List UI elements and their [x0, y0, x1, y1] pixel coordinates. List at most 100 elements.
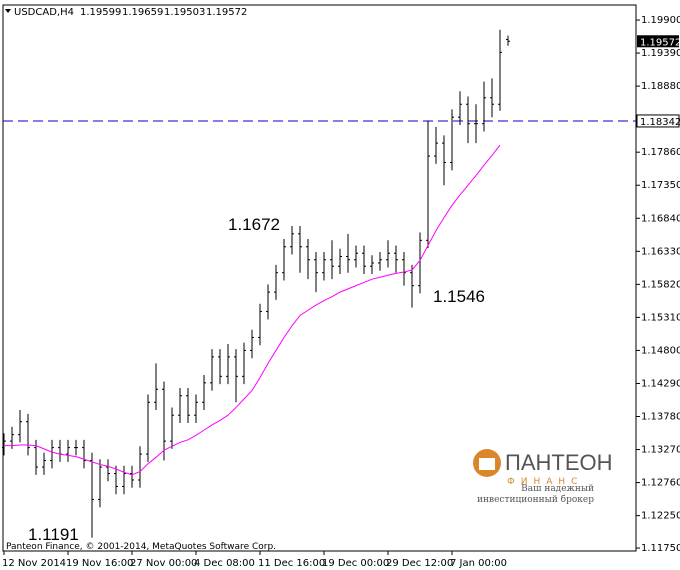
ohlc-bar: [122, 465, 126, 495]
y-tick-label: 1.19900: [641, 15, 680, 26]
ohlc-bar: [402, 251, 406, 286]
ohlc-bar: [258, 303, 262, 346]
brand-logo: ПАНТЕОН ФИНАНС Ваш надежный инвестиционн…: [473, 449, 613, 505]
ohlc-bar: [434, 126, 438, 164]
ohlc-bar: [18, 410, 22, 443]
brand-sub: ФИНАНС: [507, 477, 583, 487]
ohlc-bar: [378, 251, 382, 271]
ohlc-bar: [162, 381, 166, 461]
ohlc-bar: [266, 284, 270, 320]
ohlc-bar: [490, 78, 494, 118]
brand-name: ПАНТЕОН: [505, 450, 613, 475]
ohlc-bar: [226, 343, 230, 385]
y-tick-label: 1.13270: [641, 445, 680, 456]
ohlc-bar: [418, 232, 422, 294]
ohlc-bar: [234, 349, 238, 403]
x-tick-label: 19 Dec 00:00: [322, 558, 389, 569]
y-tick-label: 1.17350: [641, 180, 680, 191]
x-tick-label: 27 Nov 00:00: [130, 558, 197, 569]
annotation: 1.1546: [433, 287, 485, 306]
y-tick-label: 1.16840: [641, 213, 680, 224]
y-tick-label: 1.12760: [641, 478, 680, 489]
ohlc-bar: [106, 459, 110, 482]
header-price: 1.19572: [206, 7, 247, 18]
ohlc-bar: [274, 264, 278, 300]
ohlc-bar: [154, 363, 158, 411]
annotation: 1.1191: [28, 525, 79, 544]
ohlc-bar: [314, 251, 318, 293]
level-label-box: [636, 114, 680, 128]
ohlc-bar: [426, 120, 430, 249]
ohlc-bar: [370, 255, 374, 274]
y-tick-label: 1.11750: [641, 543, 680, 554]
x-tick-label: 7 Jan 00:00: [450, 558, 507, 569]
ohlc-bar: [338, 248, 342, 274]
ohlc-bar: [242, 342, 246, 385]
ohlc-bar: [138, 446, 142, 488]
ohlc-bar: [506, 35, 510, 46]
ohlc-bar: [170, 407, 174, 449]
ohlc-bar: [322, 251, 326, 281]
ohlc-bar: [250, 329, 254, 359]
ohlc-bar: [298, 226, 302, 273]
y-tick-label: 1.18880: [641, 81, 680, 92]
ohlc-bar: [50, 439, 54, 469]
level-label: 1.18342: [640, 117, 680, 128]
price-label: 1.19572: [640, 37, 680, 48]
ohlc-bar: [442, 135, 446, 186]
ohlc-bar: [386, 240, 390, 268]
symbol: USDCAD,H4: [14, 7, 74, 18]
annotation: 1.1672: [228, 215, 280, 234]
ohlc-bar: [210, 349, 214, 391]
logo-mark: [479, 458, 495, 470]
ohlc-bar: [290, 226, 294, 255]
ohlc-bar: [482, 81, 486, 132]
header-price: 1.19599: [80, 7, 121, 18]
ohlc-bar: [218, 349, 222, 385]
ohlc-bar: [498, 29, 502, 111]
y-tick-label: 1.19390: [641, 48, 680, 59]
ohlc-bar: [354, 245, 358, 268]
x-tick-label: 11 Dec 16:00: [258, 558, 325, 569]
ohlc-bar: [410, 264, 414, 308]
y-tick-label: 1.14800: [641, 345, 680, 356]
ohlc-bar: [394, 245, 398, 273]
ohlc-bar: [98, 459, 102, 508]
ohlc-bar: [186, 388, 190, 423]
ohlc-bar: [114, 465, 118, 495]
ohlc-bar: [362, 245, 366, 274]
header-price: 1.19659: [122, 7, 163, 18]
footer: Panteon Finance, © 2001-2014, MetaQuotes…: [6, 542, 276, 552]
ohlc-bar: [450, 109, 454, 171]
ohlc-bar: [194, 394, 198, 423]
ohlc-bar: [66, 439, 70, 462]
ohlc-bar: [2, 433, 6, 456]
moving-average: [4, 144, 501, 476]
ohlc-bar: [74, 439, 78, 456]
ohlc-bar: [130, 465, 134, 488]
ohlc-bar: [306, 239, 310, 280]
brand-slogan: инвестиционный брокер: [477, 494, 594, 505]
ohlc-bar: [474, 104, 478, 144]
y-tick-label: 1.12250: [641, 511, 680, 522]
y-tick-label: 1.15310: [641, 312, 680, 323]
ohlc-bar: [202, 375, 206, 411]
ohlc-bar: [458, 91, 462, 125]
price-box: [637, 35, 679, 48]
brand-slogan: Ваш надежный: [521, 484, 594, 494]
y-tick-label: 1.16330: [641, 246, 680, 257]
menu-arrow: [5, 9, 11, 13]
ohlc-bar: [466, 96, 470, 144]
y-tick-label: 1.17860: [641, 147, 680, 158]
ohlc-bar: [146, 394, 150, 462]
y-tick-label: 1.13780: [641, 412, 680, 423]
y-tick-label: 1.15820: [641, 279, 680, 290]
ohlc-bar: [82, 439, 86, 469]
ohlc-bar: [282, 239, 286, 281]
ohlc-bar: [90, 452, 94, 538]
ohlc-bar: [42, 452, 46, 475]
x-tick-label: 12 Nov 2014: [2, 558, 66, 569]
ohlc-bar: [330, 240, 334, 280]
header-price: 1.19503: [164, 7, 205, 18]
